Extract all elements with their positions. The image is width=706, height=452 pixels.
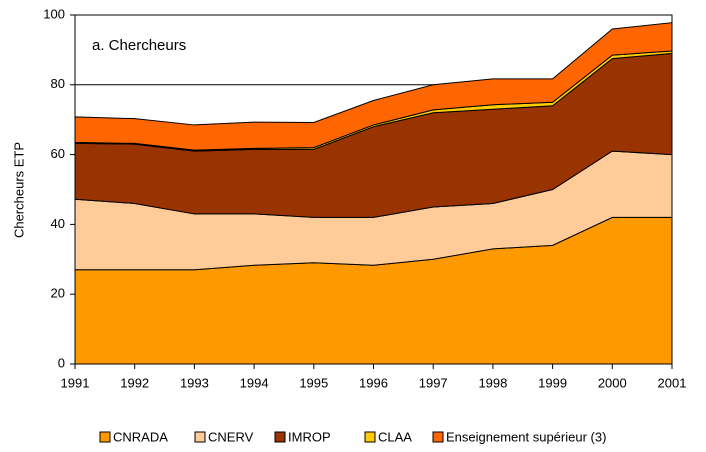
legend-swatch (432, 431, 444, 443)
plot-frame (74, 14, 673, 365)
legend-swatch (364, 431, 376, 443)
legend-label: CNRADA (113, 429, 168, 444)
y-axis-label: Chercheurs ETP (11, 142, 26, 238)
legend-swatch (99, 431, 111, 443)
y-tick-label: 80 (51, 76, 65, 91)
x-tick-label: 1992 (120, 375, 149, 390)
y-tick-label: 20 (51, 286, 65, 301)
x-tick-label: 1994 (240, 375, 269, 390)
legend-label: Enseignement supérieur (3) (446, 429, 606, 444)
y-tick-label: 40 (51, 216, 65, 231)
x-tick-label: 1999 (538, 375, 567, 390)
annotation: a. Chercheurs (92, 37, 186, 54)
x-tick-label: 1995 (299, 375, 328, 390)
legend-label: CLAA (378, 429, 412, 444)
x-tick-label: 1997 (419, 375, 448, 390)
legend-label: IMROP (288, 429, 331, 444)
x-tick-label: 2001 (658, 375, 687, 390)
legend-swatch (194, 431, 206, 443)
x-tick-label: 1993 (180, 375, 209, 390)
x-tick-label: 1998 (478, 375, 507, 390)
y-tick-label: 0 (58, 355, 65, 370)
x-tick-label: 2000 (598, 375, 627, 390)
legend-label: CNERV (208, 429, 254, 444)
legend-swatch (274, 431, 286, 443)
x-tick-label: 1991 (61, 375, 90, 390)
x-tick-label: 1996 (359, 375, 388, 390)
y-tick-label: 100 (43, 6, 65, 21)
y-tick-label: 60 (51, 146, 65, 161)
